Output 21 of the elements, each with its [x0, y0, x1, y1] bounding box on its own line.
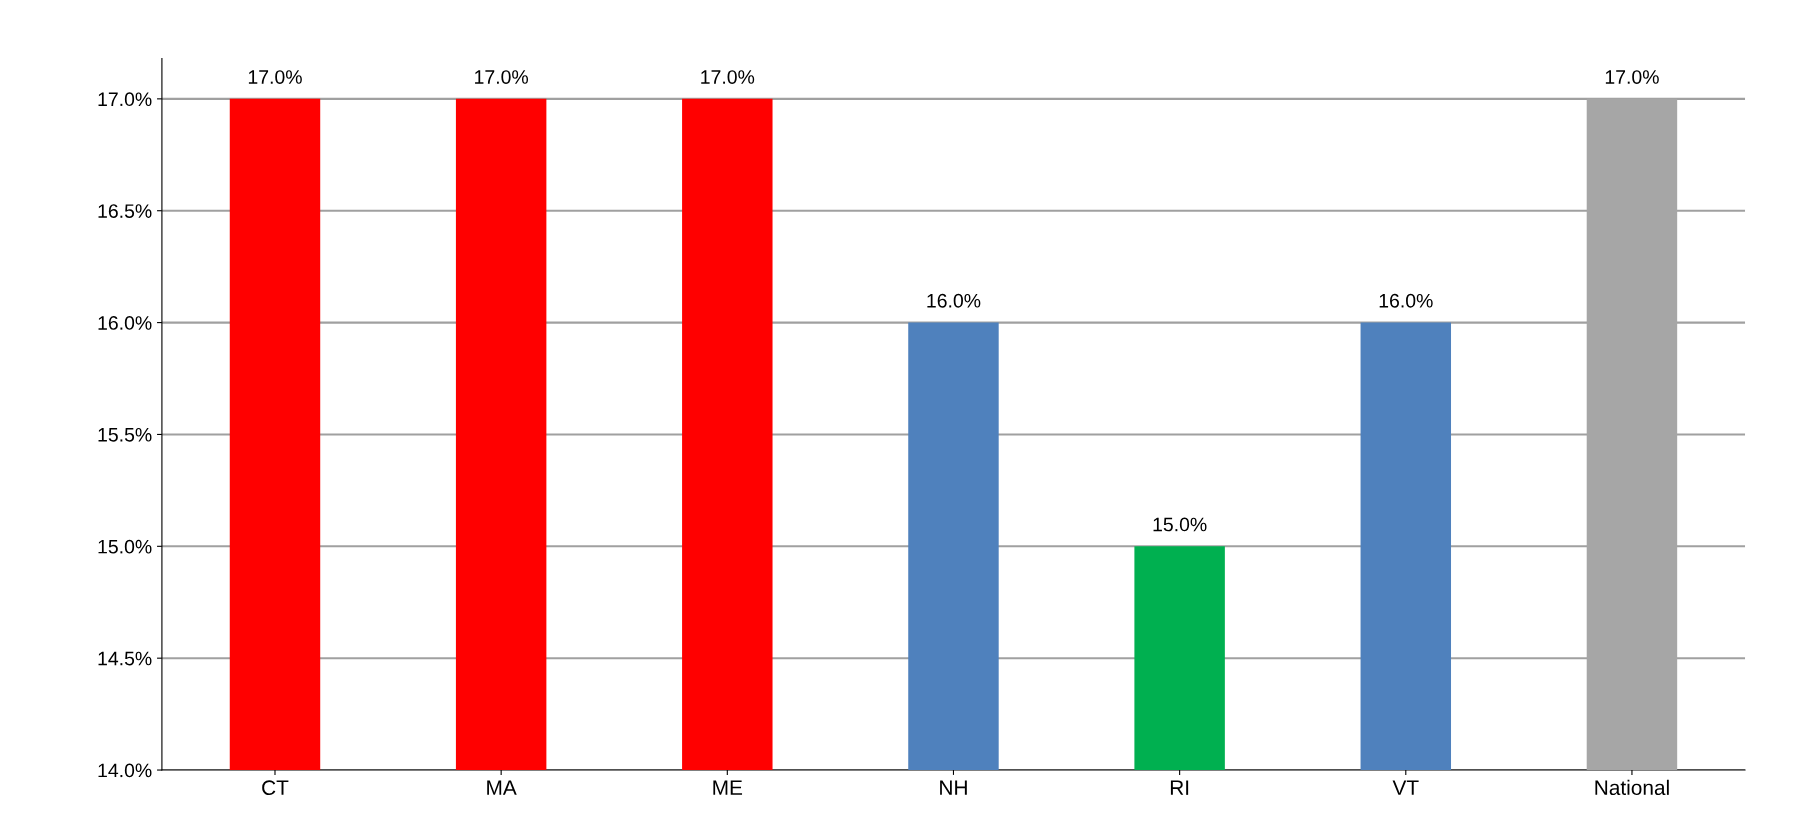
- x-tick-label: VT: [1392, 780, 1419, 795]
- y-tick-label: 14.5%: [98, 651, 152, 666]
- y-tick-label: 15.0%: [98, 539, 152, 554]
- data-label: 15.0%: [1153, 517, 1207, 532]
- data-label: 17.0%: [475, 70, 529, 84]
- x-tick-label: National: [1595, 779, 1669, 796]
- y-tick-label: 14.0%: [98, 763, 152, 778]
- x-tick-label: RI: [1170, 780, 1189, 795]
- data-label: 17.0%: [701, 70, 755, 84]
- y-tick-label: 15.5%: [98, 428, 152, 442]
- x-tick-label: MA: [487, 780, 517, 795]
- data-label: 16.0%: [1379, 293, 1433, 308]
- data-label: 17.0%: [1605, 70, 1659, 84]
- y-tick-label: 16.5%: [98, 204, 152, 218]
- y-tick-label: 17.0%: [98, 92, 152, 107]
- data-label: 17.0%: [248, 70, 302, 84]
- x-tick-label: ME: [713, 780, 743, 795]
- x-tick-label: CT: [262, 780, 289, 796]
- y-tick-label: 16.0%: [98, 316, 152, 330]
- x-tick-label: NH: [940, 780, 967, 795]
- data-label: 16.0%: [927, 293, 981, 308]
